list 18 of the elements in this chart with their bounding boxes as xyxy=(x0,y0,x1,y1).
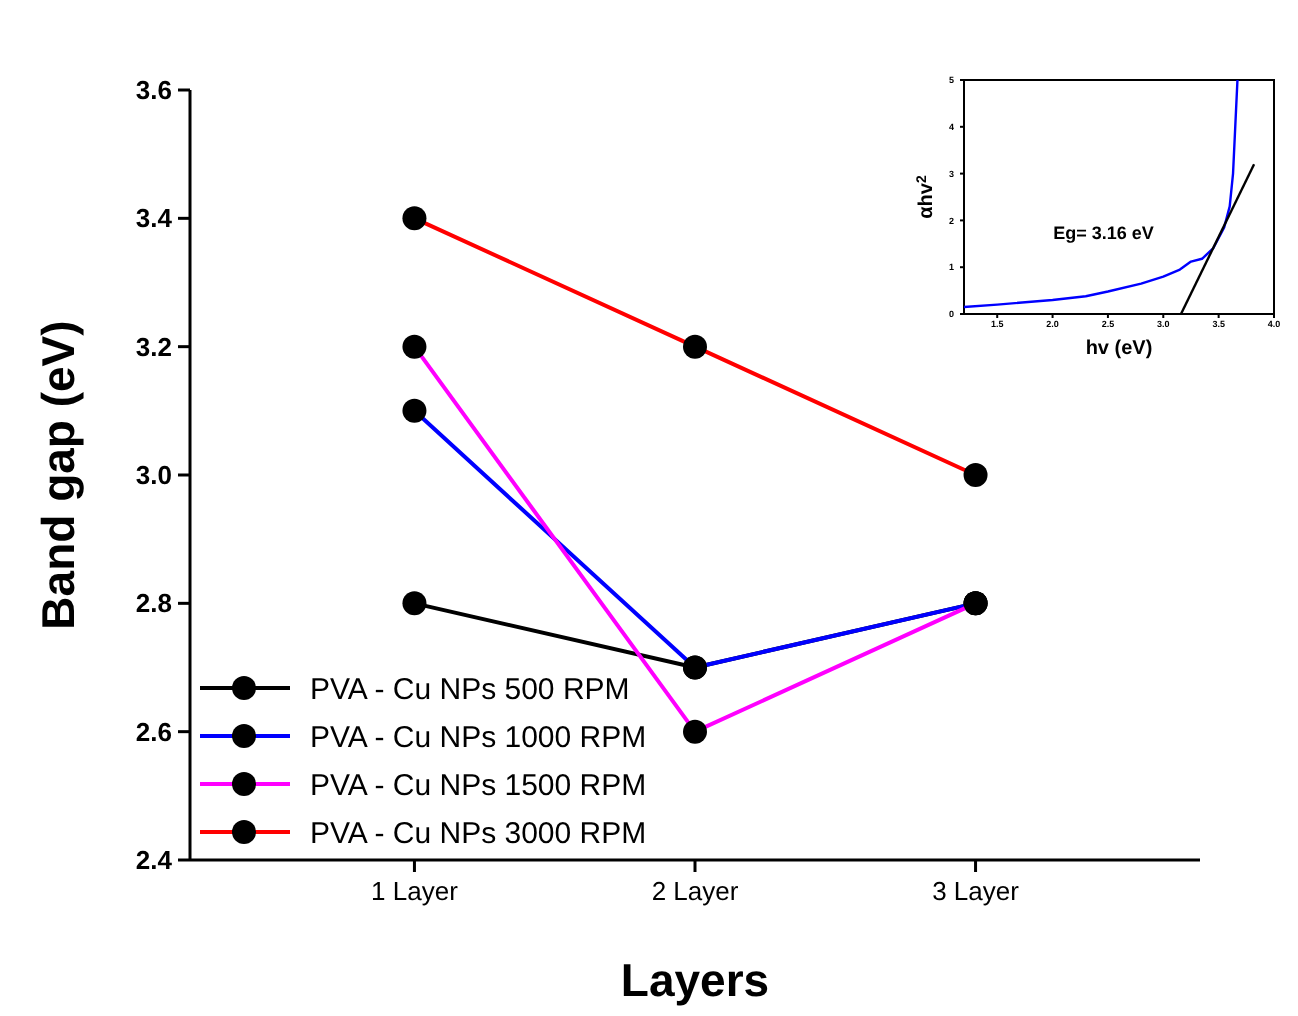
y-tick-label: 3.2 xyxy=(135,331,172,362)
legend-label: PVA - Cu NPs 3000 RPM xyxy=(310,816,647,851)
annotation: Eg= 3.16 eV xyxy=(1053,223,1154,244)
y-tick-label: 3.6 xyxy=(135,75,172,106)
y-tick-label: 3.4 xyxy=(135,203,174,234)
legend-label: PVA - Cu NPs 1000 RPM xyxy=(310,720,647,755)
y-tick-label: 2.8 xyxy=(135,588,172,619)
y-tick-label: 2.6 xyxy=(135,716,172,747)
x-tick-label: 3 Layer xyxy=(932,876,1021,906)
legend-label: PVA - Cu NPs 1500 RPM xyxy=(310,768,647,803)
x-tick-label: 2 Layer xyxy=(651,876,740,906)
x-axis-title: Layers xyxy=(620,954,770,1006)
y-axis-title: Band gap (eV) xyxy=(32,320,84,630)
x-axis-title: hv (eV) xyxy=(1085,338,1153,360)
y-tick-label: 2.4 xyxy=(135,845,174,876)
legend-label: PVA - Cu NPs 500 RPM xyxy=(310,672,630,707)
x-tick-label: 1 Layer xyxy=(371,876,460,906)
y-tick-label: 3.0 xyxy=(135,460,172,491)
